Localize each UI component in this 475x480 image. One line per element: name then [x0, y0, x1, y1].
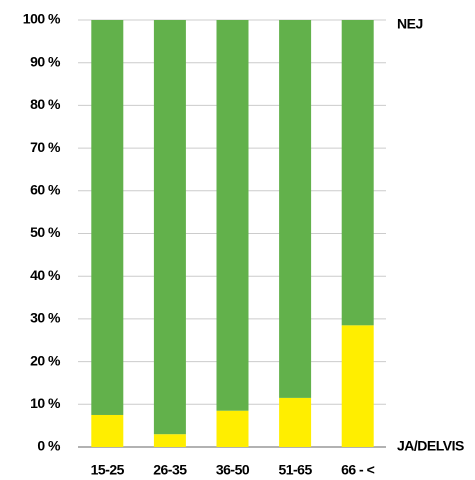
bar-segment [153, 434, 186, 447]
bar-segment [216, 20, 249, 411]
y-tick-label: 20 % [30, 352, 61, 368]
bar-segment [341, 325, 374, 447]
series-label: NEJ [397, 16, 423, 32]
x-tick-label: 26-35 [153, 462, 187, 478]
y-tick-label: 50 % [30, 224, 61, 240]
y-tick-label: 90 % [30, 53, 61, 69]
bar-segment [153, 20, 186, 435]
x-tick-label: 51-65 [278, 462, 312, 478]
x-tick-label: 36-50 [216, 462, 250, 478]
bar-segment [216, 410, 249, 447]
y-tick-label: 0 % [37, 438, 61, 454]
y-tick-label: 60 % [30, 182, 61, 198]
series-label: JA/DELVIS [397, 438, 464, 454]
y-tick-label: 40 % [30, 267, 61, 283]
bar-segment [91, 20, 124, 415]
x-tick-label: 15-25 [91, 462, 125, 478]
y-tick-label: 30 % [30, 310, 61, 326]
y-tick-label: 70 % [30, 139, 61, 155]
y-tick-label: 80 % [30, 96, 61, 112]
y-tick-label: 100 % [23, 11, 61, 27]
bar-segment [279, 20, 312, 398]
x-tick-label: 66 - < [341, 462, 375, 478]
bar-segment [91, 414, 124, 447]
bar-segment [341, 20, 374, 326]
bar-segment [279, 397, 312, 447]
y-tick-label: 10 % [30, 395, 61, 411]
